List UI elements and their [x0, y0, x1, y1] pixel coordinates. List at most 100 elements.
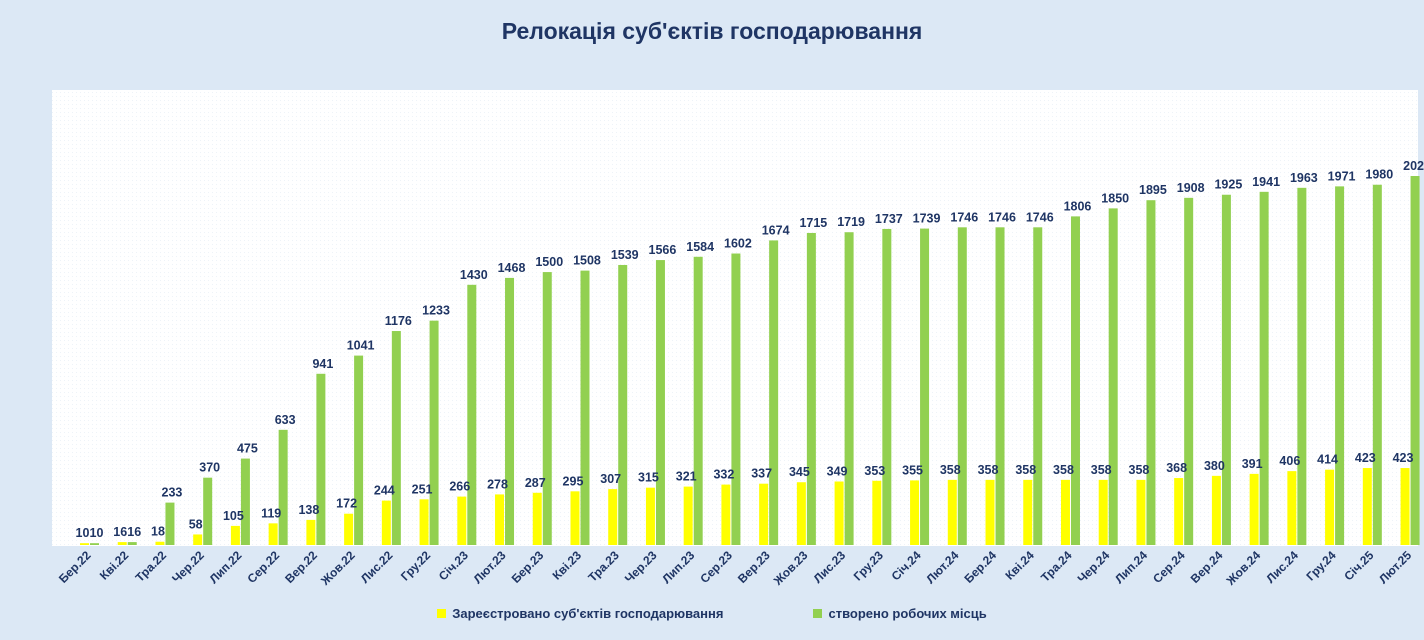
bar-jobs: [505, 277, 515, 545]
bar-registered: [381, 500, 391, 545]
bar-registered: [1400, 468, 1410, 545]
x-tick-label: Лис.22: [358, 548, 396, 586]
bar-registered: [872, 480, 882, 545]
bar-jobs: [920, 228, 930, 545]
bar-registered: [344, 513, 354, 545]
data-label-jobs: 1895: [1139, 183, 1167, 197]
bar-registered: [759, 483, 769, 545]
data-label-registered: 337: [751, 467, 772, 481]
data-label-registered: 349: [827, 464, 848, 478]
bar-jobs: [1259, 191, 1269, 545]
legend-item-jobs: створено робочих місць: [813, 606, 987, 621]
data-label-jobs: 1941: [1252, 175, 1280, 189]
legend-swatch-jobs: [813, 609, 823, 618]
bar-registered: [1325, 469, 1335, 545]
data-label-registered: 16: [113, 525, 127, 539]
x-tick-label: Лют.25: [1376, 548, 1414, 586]
bar-jobs: [1070, 216, 1080, 545]
bar-registered: [306, 519, 316, 545]
x-tick-label: Бер.24: [961, 548, 999, 586]
legend-swatch-registered: [437, 609, 447, 618]
data-label-registered: 105: [223, 509, 244, 523]
bar-registered: [1362, 468, 1372, 545]
data-label-registered: 358: [1015, 463, 1036, 477]
bar-jobs: [354, 355, 364, 545]
data-label-jobs: 1850: [1101, 191, 1129, 205]
data-label-jobs: 1539: [611, 248, 639, 262]
bar-registered: [1249, 473, 1259, 545]
bar-registered: [532, 492, 542, 545]
data-label-jobs: 10: [90, 526, 104, 540]
bar-jobs: [731, 253, 741, 545]
bar-jobs: [957, 227, 967, 545]
data-label-jobs: 1566: [649, 243, 677, 257]
data-label-registered: 58: [189, 517, 203, 531]
bar-registered: [117, 542, 127, 545]
bar-registered: [570, 491, 580, 545]
x-tick-label: Гру.22: [398, 548, 433, 583]
bar-registered: [947, 479, 957, 545]
x-tick-label: Сер.23: [697, 548, 735, 586]
data-label-jobs: 2028: [1403, 159, 1424, 173]
x-tick-label: Лют.24: [923, 548, 961, 586]
data-label-jobs: 633: [275, 413, 296, 427]
data-label-jobs: 1908: [1177, 181, 1205, 195]
x-tick-label: Кві.24: [1002, 548, 1037, 583]
data-label-registered: 172: [336, 497, 357, 511]
bar-registered: [457, 496, 467, 545]
x-tick-label: Тра.22: [133, 548, 170, 585]
bar-jobs: [165, 502, 175, 545]
legend-label-registered: Зареєстровано суб'єктів господарювання: [452, 606, 724, 621]
bar-registered: [1211, 475, 1221, 545]
data-label-registered: 315: [638, 471, 659, 485]
data-label-jobs: 1737: [875, 212, 903, 226]
bar-jobs: [806, 232, 816, 546]
legend-item-registered: Зареєстровано суб'єктів господарювання: [437, 606, 723, 621]
bar-jobs: [882, 228, 892, 545]
x-tick-label: Вер.23: [735, 548, 773, 586]
bar-jobs: [580, 270, 590, 545]
bar-jobs: [278, 429, 288, 545]
x-tick-label: Лис.23: [811, 548, 849, 586]
x-tick-label: Бер.23: [509, 548, 547, 586]
data-label-jobs: 1176: [385, 314, 412, 328]
bar-registered: [1287, 471, 1297, 545]
data-label-jobs: 1508: [573, 254, 601, 268]
bar-registered: [985, 479, 995, 545]
bar-jobs: [203, 477, 213, 545]
bar-registered: [721, 484, 731, 545]
bar-jobs: [618, 264, 628, 545]
data-label-registered: 368: [1166, 461, 1187, 475]
data-label-registered: 244: [374, 484, 395, 498]
bar-jobs: [1184, 197, 1194, 545]
bar-jobs: [995, 227, 1005, 545]
data-label-registered: 18: [151, 525, 165, 539]
bar-jobs: [1335, 186, 1345, 545]
data-label-jobs: 1719: [837, 215, 865, 229]
bar-registered: [1174, 478, 1184, 545]
data-label-registered: 358: [1053, 463, 1074, 477]
data-label-registered: 358: [978, 463, 999, 477]
bar-registered: [910, 480, 920, 545]
x-tick-label: Бер.22: [56, 548, 94, 586]
data-label-registered: 391: [1242, 457, 1263, 471]
data-label-jobs: 1430: [460, 268, 488, 282]
bar-jobs: [127, 542, 137, 545]
bar-jobs: [467, 284, 477, 545]
data-label-jobs: 1602: [724, 237, 752, 251]
data-label-registered: 119: [261, 506, 281, 520]
x-tick-label: Січ.23: [436, 548, 471, 583]
x-tick-label: Вер.22: [282, 548, 320, 586]
x-tick-label: Вер.24: [1188, 548, 1226, 586]
x-tick-label: Чер.23: [622, 548, 660, 586]
bar-jobs: [1410, 176, 1420, 545]
bar-registered: [419, 499, 429, 545]
data-label-registered: 321: [676, 470, 697, 484]
data-label-jobs: 1739: [913, 212, 941, 226]
data-label-jobs: 1746: [1026, 210, 1054, 224]
x-tick-label: Лис.24: [1263, 548, 1301, 586]
bar-registered: [683, 486, 693, 545]
x-tick-label: Чер.24: [1075, 548, 1113, 586]
data-label-jobs: 1233: [422, 304, 450, 318]
